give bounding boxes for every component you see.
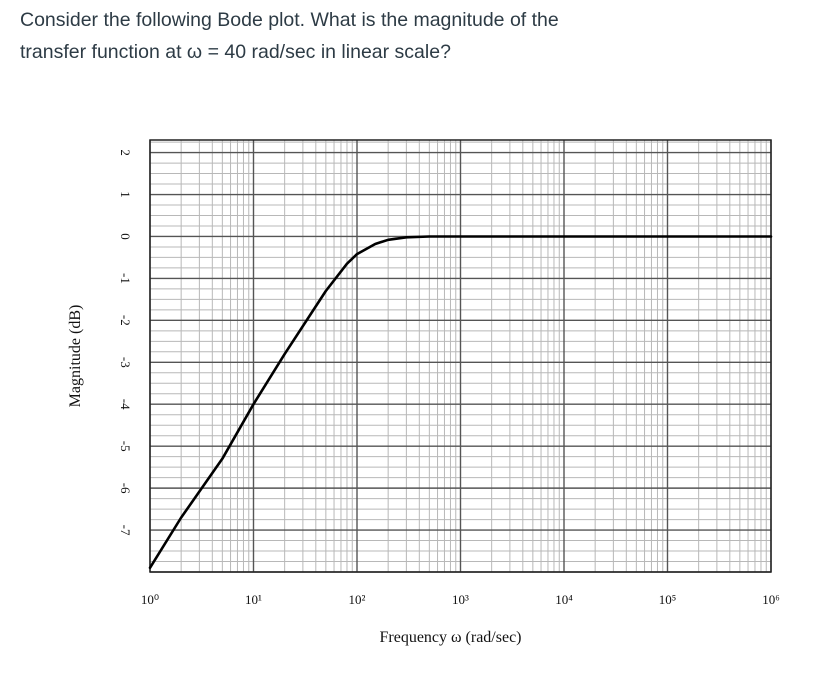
y-tick-labels: 2 1 0 -1 -2 -3 -4 -5 -6 -7 <box>118 149 133 536</box>
y-tick-label: -6 <box>118 483 133 494</box>
x-tick-label: 10⁵ <box>659 592 677 607</box>
y-tick-label: 1 <box>118 191 133 198</box>
y-tick-label: -4 <box>118 399 133 410</box>
y-axis-label: Magnitude (dB) <box>67 305 84 408</box>
y-tick-label: -7 <box>118 525 133 536</box>
y-tick-label: -3 <box>118 357 133 368</box>
x-tick-label: 10⁶ <box>762 592 780 607</box>
x-tick-label: 10⁴ <box>555 592 573 607</box>
y-tick-label: -2 <box>118 315 133 326</box>
question-line-2: transfer function at ω = 40 rad/sec in l… <box>20 41 451 63</box>
x-tick-label: 10² <box>349 592 366 607</box>
series-layer <box>148 235 773 570</box>
y-tick-label: -5 <box>118 441 133 452</box>
x-axis-label: Frequency ω (rad/sec) <box>379 629 521 646</box>
x-tick-label: 10³ <box>452 592 469 607</box>
question-line-1: Consider the following Bode plot. What i… <box>20 9 559 31</box>
y-tick-label: -1 <box>118 273 133 284</box>
y-tick-label: 0 <box>118 233 133 240</box>
x-tick-label: 10¹ <box>245 592 262 607</box>
x-tick-label: 10⁰ <box>141 592 159 607</box>
magnitude-series-line <box>148 235 773 570</box>
question-text: Consider the following Bode plot. What i… <box>20 4 780 68</box>
plot-frame <box>149 139 772 573</box>
x-tick-labels: 10⁰ 10¹ 10² 10³ 10⁴ 10⁵ 10⁶ <box>141 592 780 607</box>
y-tick-label: 2 <box>118 149 133 156</box>
